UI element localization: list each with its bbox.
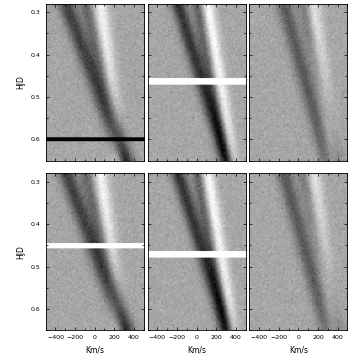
Y-axis label: HJD: HJD (16, 75, 25, 89)
X-axis label: Km/s: Km/s (85, 346, 104, 355)
Y-axis label: HJD: HJD (16, 245, 25, 259)
X-axis label: Km/s: Km/s (289, 346, 308, 355)
X-axis label: Km/s: Km/s (187, 346, 206, 355)
